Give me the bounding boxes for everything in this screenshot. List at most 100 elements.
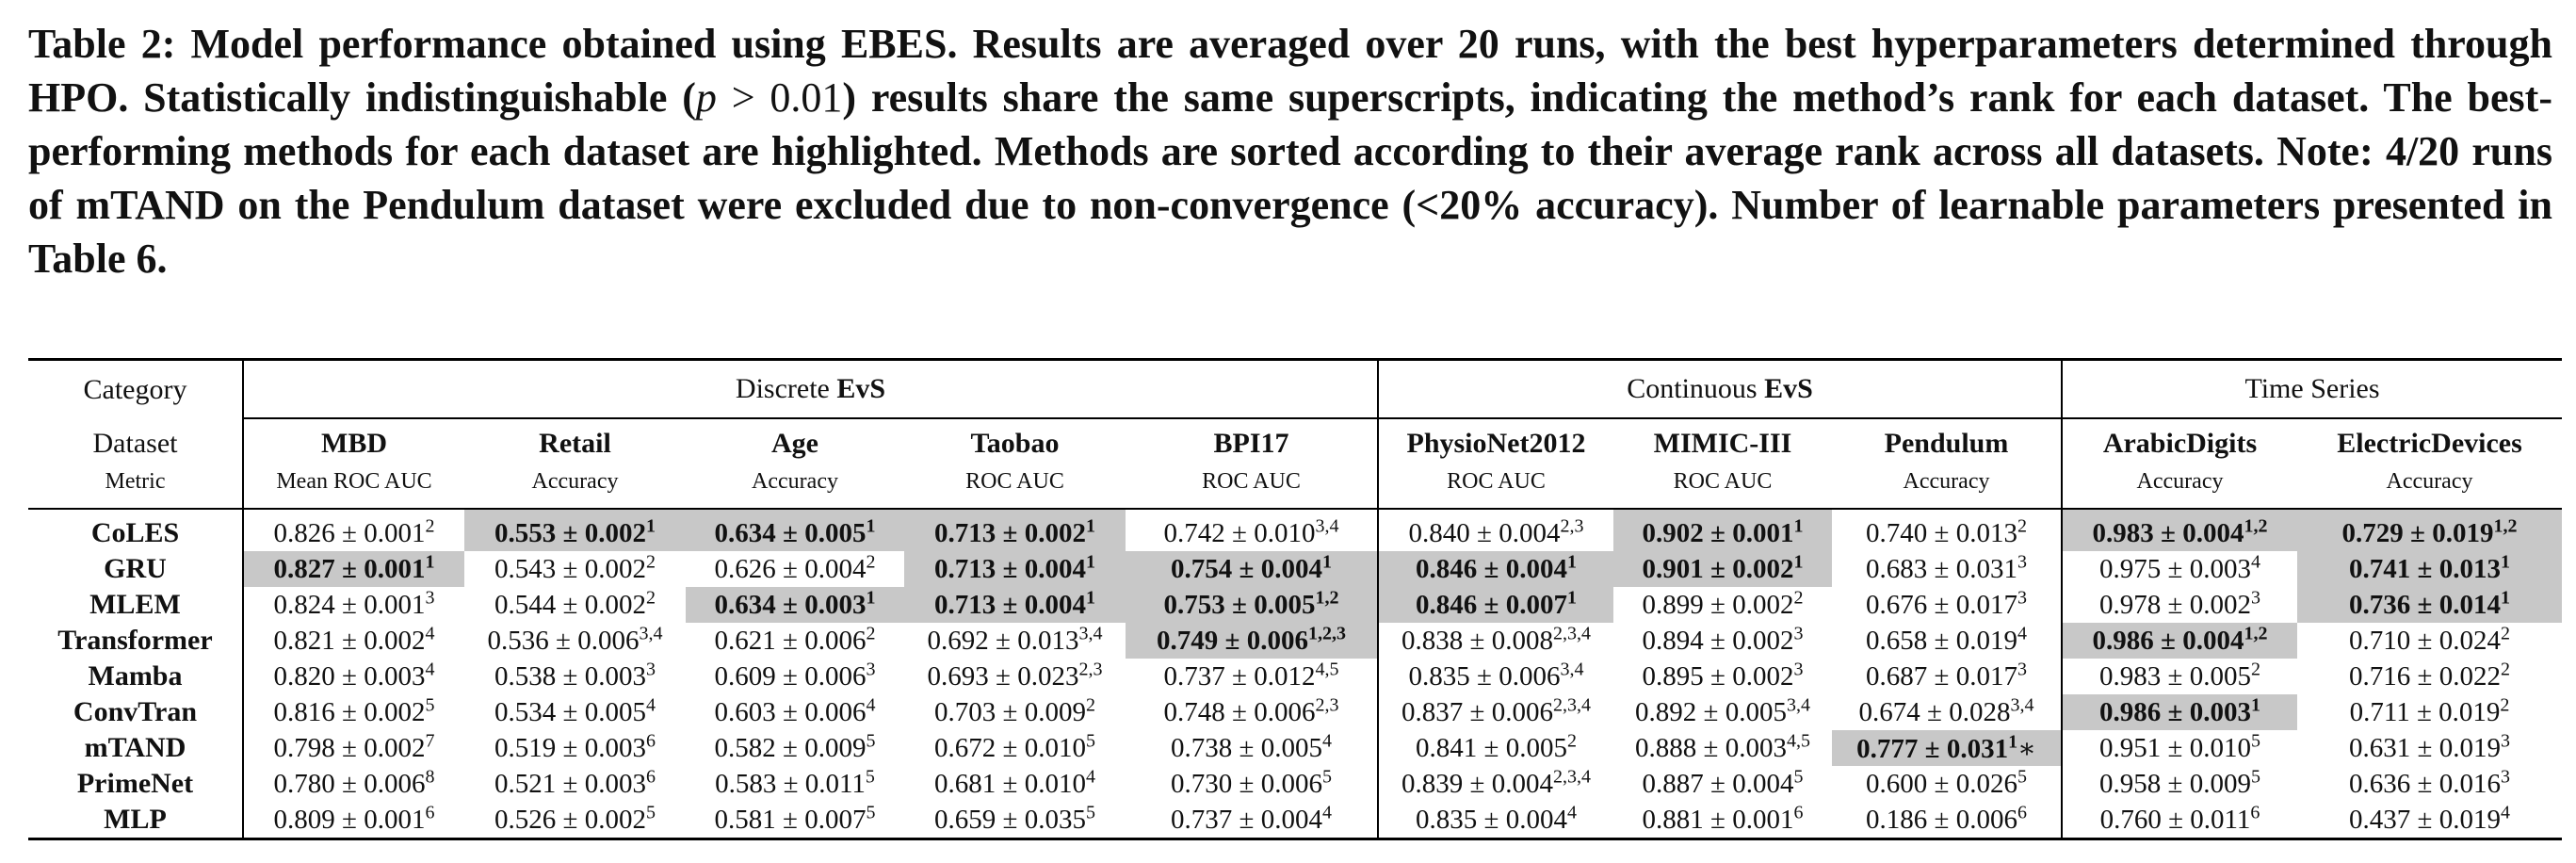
result-value: 0.827 ± 0.001	[273, 553, 426, 584]
rank-superscript: 2	[645, 586, 656, 608]
result-cell: 0.835 ± 0.0063,4	[1377, 659, 1613, 694]
metric-header: ROC AUC	[965, 468, 1064, 494]
rank-superscript: 3,4	[639, 622, 663, 643]
rank-superscript: 3	[645, 658, 656, 679]
rank-superscript: 3,4	[2010, 693, 2034, 715]
rank-superscript: 1	[866, 514, 876, 536]
table-row: PrimeNet 0.780 ± 0.0068 0.521 ± 0.0036 0.58…	[28, 766, 2562, 802]
dataset-header: BPI17	[1213, 428, 1289, 459]
rank-superscript: 6	[2017, 801, 2027, 822]
result-cell: 0.534 ± 0.0054	[464, 694, 686, 730]
dataset-header: MIMIC-III	[1653, 428, 1792, 459]
result-cell: 0.603 ± 0.0064	[686, 694, 904, 730]
result-cell: 0.582 ± 0.0095	[686, 730, 904, 766]
result-value: 0.621 ± 0.006	[714, 625, 867, 656]
result-value: 0.693 ± 0.023	[927, 660, 1079, 692]
result-cell: 0.824 ± 0.0013	[243, 587, 464, 623]
rank-superscript: 4	[2017, 622, 2027, 643]
result-cell: 0.837 ± 0.0062,3,4	[1377, 694, 1613, 730]
rank-superscript: 1,2	[1315, 586, 1339, 608]
rank-superscript: 4	[1566, 801, 1577, 822]
metric-label: Metric	[28, 463, 244, 509]
method-name: PrimeNet	[28, 766, 244, 802]
table-row: MLEM 0.824 ± 0.0013 0.544 ± 0.0022 0.634 ± …	[28, 587, 2562, 623]
rank-superscript: 2	[2250, 658, 2260, 679]
dataset-row: Dataset MBD Retail Age Taobao BPI17 Phys…	[28, 418, 2562, 463]
dataset-header: PhysioNet2012	[1377, 418, 1613, 463]
rank-superscript: 3	[425, 586, 435, 608]
result-value: 0.983 ± 0.004	[2092, 517, 2244, 548]
metric-header: Accuracy	[752, 468, 838, 494]
result-cell: 0.729 ± 0.0191,2	[2297, 508, 2562, 551]
result-cell: 0.899 ± 0.0022	[1613, 587, 1832, 623]
result-cell: 0.626 ± 0.0042	[686, 551, 904, 587]
rank-superscript: 5	[866, 729, 876, 751]
rank-superscript: 4	[425, 658, 435, 679]
result-cell: 0.958 ± 0.0095	[2061, 765, 2297, 802]
metric-header: Accuracy	[1903, 468, 1990, 494]
metric-header: ROC AUC	[1202, 468, 1301, 494]
result-cell: 0.538 ± 0.0033	[464, 659, 686, 694]
result-value: 0.437 ± 0.019	[2349, 804, 2501, 835]
result-value: 0.536 ± 0.006	[487, 625, 640, 656]
result-value: 0.683 ± 0.031	[1866, 553, 2017, 584]
rank-superscript: 5	[1321, 765, 1332, 787]
rank-superscript: 1	[1793, 550, 1804, 572]
rank-superscript: 8	[425, 765, 435, 787]
result-cell: 0.672 ± 0.0105	[904, 730, 1126, 766]
result-value: 0.543 ± 0.002	[494, 553, 646, 584]
rank-superscript: 1,2	[2493, 514, 2518, 536]
dataset-header: MBD	[321, 428, 387, 459]
result-value: 0.760 ± 0.011	[2099, 804, 2251, 835]
rank-superscript: 4,5	[1315, 658, 1339, 679]
rank-superscript: 1	[2008, 730, 2018, 752]
result-value: 0.840 ± 0.004	[1408, 517, 1561, 548]
result-cell: 0.986 ± 0.0041,2	[2061, 623, 2297, 659]
table-row: Transformer 0.821 ± 0.0024 0.536 ± 0.0063,…	[28, 623, 2562, 659]
result-value: 0.951 ± 0.010	[2099, 732, 2251, 763]
result-cell: 0.975 ± 0.0034	[2061, 551, 2297, 587]
result-cell: 0.846 ± 0.0041	[1377, 551, 1613, 587]
result-value: 0.742 ± 0.010	[1163, 517, 1316, 548]
rank-superscript: 2,3	[1078, 658, 1103, 679]
result-value: 0.521 ± 0.003	[494, 768, 646, 799]
rank-superscript: 3	[2017, 550, 2027, 572]
rank-superscript: 5	[1793, 765, 1804, 787]
result-value: 0.729 ± 0.019	[2341, 517, 2494, 548]
result-value: 0.692 ± 0.013	[927, 625, 1079, 656]
result-value: 0.583 ± 0.011	[715, 768, 866, 799]
rank-superscript: 1	[2500, 550, 2510, 572]
group-continuous-evs: Continuous EvS	[1377, 358, 2062, 419]
rank-superscript: 5	[2017, 765, 2027, 787]
result-cell: 0.826 ± 0.0012	[243, 508, 464, 551]
rank-superscript: 6	[2250, 801, 2260, 822]
result-value: 0.892 ± 0.005	[1635, 696, 1787, 727]
rank-superscript: 5	[2250, 765, 2260, 787]
result-cell: 0.703 ± 0.0092	[904, 694, 1126, 730]
rank-superscript: 2	[645, 550, 656, 572]
result-value: 0.713 ± 0.002	[934, 517, 1086, 548]
result-value: 0.902 ± 0.001	[1642, 517, 1794, 548]
result-cell: 0.713 ± 0.0021	[904, 508, 1126, 551]
rank-superscript: 2	[1566, 729, 1577, 751]
rank-superscript: 1,2,3	[1307, 622, 1346, 643]
table-row: MLP 0.809 ± 0.0016 0.526 ± 0.0025 0.581 ± 0…	[28, 801, 2562, 840]
result-cell: 0.838 ± 0.0082,3,4	[1377, 623, 1613, 659]
result-cell: 0.186 ± 0.0066	[1832, 801, 2062, 840]
result-value: 0.681 ± 0.010	[934, 768, 1086, 799]
result-value: 0.659 ± 0.035	[934, 804, 1086, 835]
result-cell: 0.693 ± 0.0232,3	[904, 659, 1126, 694]
result-cell: 0.437 ± 0.0194	[2297, 802, 2562, 840]
result-cell: 0.888 ± 0.0034,5	[1613, 730, 1832, 766]
rank-superscript: 6	[425, 801, 435, 822]
caption-part-2: ) results share the same superscripts, i…	[28, 74, 2552, 282]
rank-superscript: 3	[2500, 729, 2510, 751]
rank-superscript: 5	[425, 693, 435, 715]
result-cell: 0.821 ± 0.0024	[243, 623, 464, 659]
result-value: 0.837 ± 0.006	[1401, 696, 1553, 727]
result-value: 0.809 ± 0.001	[273, 804, 426, 835]
result-value: 0.626 ± 0.004	[714, 553, 867, 584]
result-cell: 0.748 ± 0.0062,3	[1126, 694, 1378, 730]
rank-superscript: 4	[425, 622, 435, 643]
result-value: 0.741 ± 0.013	[2349, 553, 2501, 584]
